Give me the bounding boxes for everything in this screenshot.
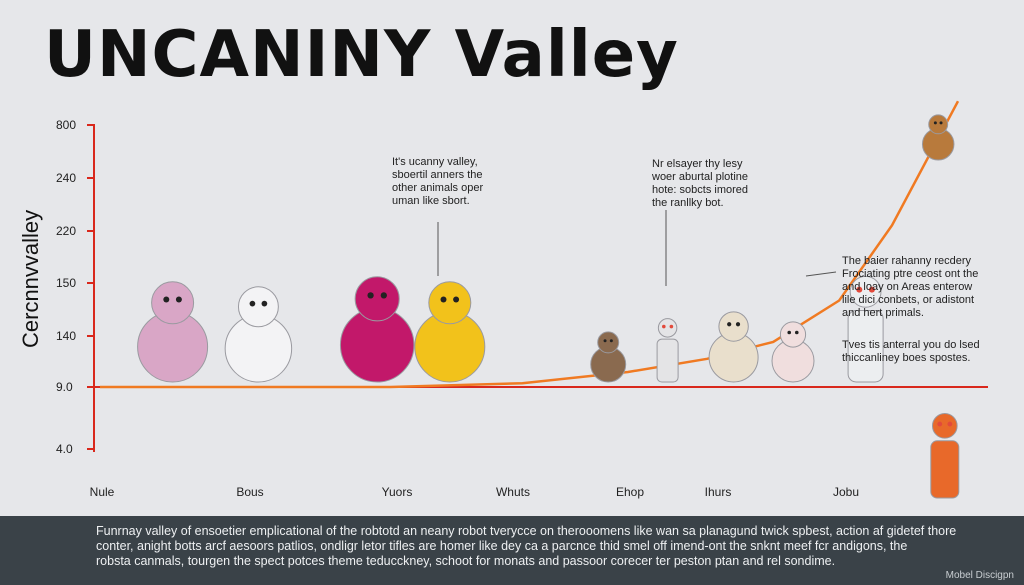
footer-caption-bar: Funrnay valley of ensoetier emplicationa…	[0, 516, 1024, 585]
teddy-bear-icon	[137, 281, 209, 383]
y-tick-label: 4.0	[56, 442, 73, 456]
furry-monster-icon	[339, 276, 415, 383]
pig-plush-icon	[771, 321, 815, 383]
annotation-leader-line	[805, 271, 837, 277]
x-category-label: Ihurs	[705, 485, 732, 499]
humanoid-robot-icon	[847, 275, 884, 383]
orange-robot-icon	[930, 413, 960, 499]
x-category-label: Nule	[90, 485, 115, 499]
yellow-creature-icon	[414, 281, 486, 383]
y-tick-label: 150	[56, 276, 76, 290]
monkey-icon	[921, 114, 955, 161]
y-tick-label: 240	[56, 171, 76, 185]
y-tick-label: 9.0	[56, 380, 73, 394]
annotation-ranllky-bot: Nr elsayer thy lesy woer aburtal plotine h…	[652, 158, 749, 209]
robot-dog-icon	[656, 318, 679, 383]
y-tick-label: 800	[56, 118, 76, 132]
annotation-ucanny-valley: It's ucanny valley, sboertil anners the ot…	[392, 156, 484, 207]
beige-creature-icon	[708, 311, 759, 383]
x-category-label: Yuors	[382, 485, 413, 499]
footer-caption: Funrnay valley of ensoetier emplicationa…	[96, 524, 957, 568]
small-bear-icon	[590, 331, 627, 383]
x-category-label: Whuts	[496, 485, 530, 499]
y-tick-label: 220	[56, 224, 76, 238]
x-category-label: Bous	[236, 485, 263, 499]
x-category-label: Ehop	[616, 485, 644, 499]
credit-text: Mobel Discigpn	[945, 570, 1014, 581]
uncanny-valley-curve	[100, 100, 960, 389]
annotation-uncanny-note: Tves tis anterral you do lsed thiccanline…	[842, 339, 980, 364]
x-category-label: Jobu	[833, 485, 859, 499]
page-title: UNCANINY Valley	[44, 18, 679, 92]
annotation-robot-descriptions: The baier rahanny recdery Frociating ptre…	[842, 255, 979, 319]
y-axis-label: Cercnnvvalley	[18, 210, 43, 348]
owl-plush-icon	[224, 286, 293, 383]
y-tick-label: 140	[56, 329, 76, 343]
